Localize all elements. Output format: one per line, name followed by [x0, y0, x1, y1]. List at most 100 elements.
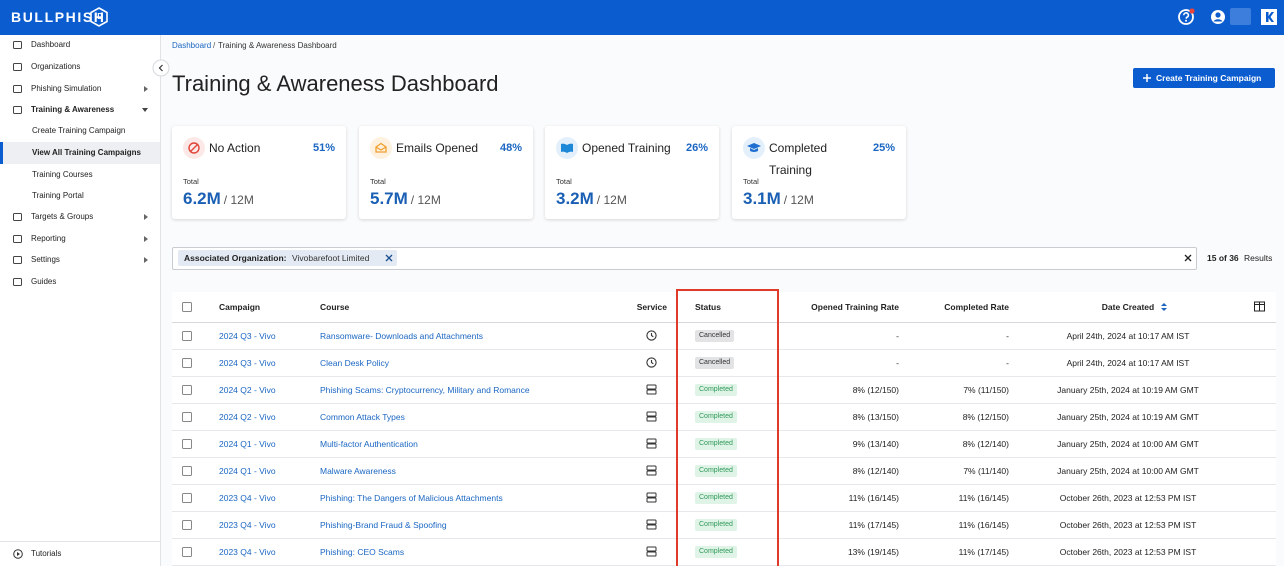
column-header[interactable]: Course [320, 302, 350, 312]
help-icon[interactable] [1177, 7, 1197, 27]
menu-item[interactable]: Settings [31, 255, 60, 264]
select-all[interactable] [182, 302, 192, 312]
menu-item[interactable]: Organizations [31, 62, 81, 71]
course-link[interactable]: Phishing: CEO Scams [320, 547, 405, 557]
card-value: 6.2M [183, 189, 221, 208]
row-checkbox[interactable] [182, 412, 192, 422]
icon-part [182, 385, 192, 395]
service-icon [646, 411, 657, 422]
course-link[interactable]: Clean Desk Policy [320, 358, 389, 368]
row-checkbox[interactable] [182, 493, 192, 503]
status-badge: Completed [695, 492, 737, 504]
campaign-link[interactable]: 2024 Q3 - Vivo [219, 358, 276, 368]
menu-item[interactable]: Guides [31, 277, 57, 286]
menu-item[interactable]: Phishing Simulation [31, 84, 102, 93]
opened-rate: 11% (16/145) [848, 493, 899, 503]
campaign-link[interactable]: 2023 Q4 - Vivo [219, 493, 276, 503]
breadcrumb-home[interactable]: Dashboard [172, 41, 212, 50]
row-divider [172, 484, 1276, 485]
icon-part [650, 333, 654, 338]
brand[interactable]: BULLPHISH [11, 9, 106, 25]
row-checkbox[interactable] [182, 547, 192, 557]
submenu-item[interactable]: Training Courses [32, 170, 93, 179]
course-link[interactable]: Phishing-Brand Fraud & Spoofing [320, 520, 447, 530]
menu-item[interactable]: Training & Awareness [31, 105, 115, 114]
date-created: January 25th, 2024 at 10:19 AM GMT [1057, 385, 1199, 395]
campaign-link[interactable]: 2024 Q1 - Vivo [219, 466, 276, 476]
sidebar-footer[interactable]: Tutorials [31, 549, 62, 558]
sort-icon[interactable] [1160, 302, 1168, 312]
menu-icon [13, 106, 22, 114]
menu-item[interactable]: Reporting [31, 234, 66, 243]
card-value: 5.7M [370, 189, 408, 208]
icon-part [1178, 9, 1194, 25]
course-link[interactable]: Multi-factor Authentication [320, 439, 418, 449]
date-created: January 25th, 2024 at 10:00 AM GMT [1057, 439, 1199, 449]
completed-rate: 11% (17/145) [958, 547, 1009, 557]
icon-part [182, 520, 192, 530]
icon-part [182, 493, 192, 503]
menu-arrow [144, 236, 148, 242]
submenu-item[interactable]: Training Portal [32, 191, 84, 200]
row-checkbox[interactable] [182, 358, 192, 368]
page-title: Training & Awareness Dashboard [172, 71, 499, 96]
icon-part [182, 331, 192, 341]
column-header[interactable]: Status [695, 302, 721, 312]
campaign-link[interactable]: 2024 Q3 - Vivo [219, 331, 276, 341]
create-button[interactable] [1133, 68, 1275, 88]
menu-item[interactable]: Dashboard [31, 40, 71, 49]
submenu-item[interactable]: Create Training Campaign [32, 126, 126, 135]
collapse-button[interactable] [152, 59, 170, 77]
user-icon[interactable] [1210, 9, 1226, 25]
card-percent: 48% [499, 142, 522, 154]
card-icon [556, 137, 578, 159]
campaign-link[interactable]: 2024 Q2 - Vivo [219, 412, 276, 422]
card-title: No Action [209, 141, 261, 155]
row-checkbox[interactable] [182, 331, 192, 341]
icon-part [646, 357, 657, 368]
row-checkbox[interactable] [182, 439, 192, 449]
icon-part [90, 7, 108, 27]
card-percent: 25% [872, 142, 895, 154]
column-header[interactable]: Service [636, 302, 667, 312]
campaign-link[interactable]: 2023 Q4 - Vivo [219, 520, 276, 530]
row-checkbox[interactable] [182, 466, 192, 476]
course-link[interactable]: Phishing: The Dangers of Malicious Attac… [320, 493, 503, 503]
status-badge: Completed [695, 411, 737, 423]
course-link[interactable]: Ransomware- Downloads and Attachments [320, 331, 483, 341]
menu-item[interactable]: Targets & Groups [31, 212, 94, 221]
menu-icon [13, 213, 22, 221]
course-link[interactable]: Malware Awareness [320, 466, 396, 476]
chip-remove[interactable] [384, 253, 394, 263]
column-header[interactable]: Completed Rate [944, 302, 1009, 312]
card-title: Emails Opened [396, 141, 479, 155]
icon-part [1161, 303, 1167, 306]
breadcrumb-current: Training & Awareness Dashboard [218, 41, 337, 50]
filter-clear[interactable] [1183, 253, 1193, 263]
row-checkbox[interactable] [182, 520, 192, 530]
campaign-link[interactable]: 2023 Q4 - Vivo [219, 547, 276, 557]
row-checkbox[interactable] [182, 385, 192, 395]
create-button-label[interactable]: Create Training Campaign [1156, 73, 1262, 83]
status-badge: Completed [695, 438, 737, 450]
icon-part [646, 524, 657, 530]
course-link[interactable]: Common Attack Types [320, 412, 405, 422]
service-icon [646, 438, 657, 449]
course-link[interactable]: Phishing Scams: Cryptocurrency, Military… [320, 385, 530, 395]
date-created: January 25th, 2024 at 10:19 AM GMT [1057, 412, 1199, 422]
submenu-item[interactable]: View All Training Campaigns [32, 148, 141, 157]
columns-toggle[interactable] [1254, 301, 1265, 312]
column-header[interactable]: Opened Training Rate [811, 302, 899, 312]
filter-bar[interactable] [172, 247, 1197, 270]
column-header[interactable]: Campaign [219, 302, 261, 312]
kaseya-logo[interactable] [1261, 9, 1277, 25]
icon-part [646, 465, 657, 471]
icon-part [646, 470, 657, 476]
campaign-link[interactable]: 2024 Q2 - Vivo [219, 385, 276, 395]
completed-rate: 8% (12/150) [962, 412, 1009, 422]
campaign-link[interactable]: 2024 Q1 - Vivo [219, 439, 276, 449]
card-total-label: Total [183, 177, 199, 186]
icon-part [13, 63, 22, 71]
column-header[interactable]: Date Created [1101, 302, 1155, 312]
